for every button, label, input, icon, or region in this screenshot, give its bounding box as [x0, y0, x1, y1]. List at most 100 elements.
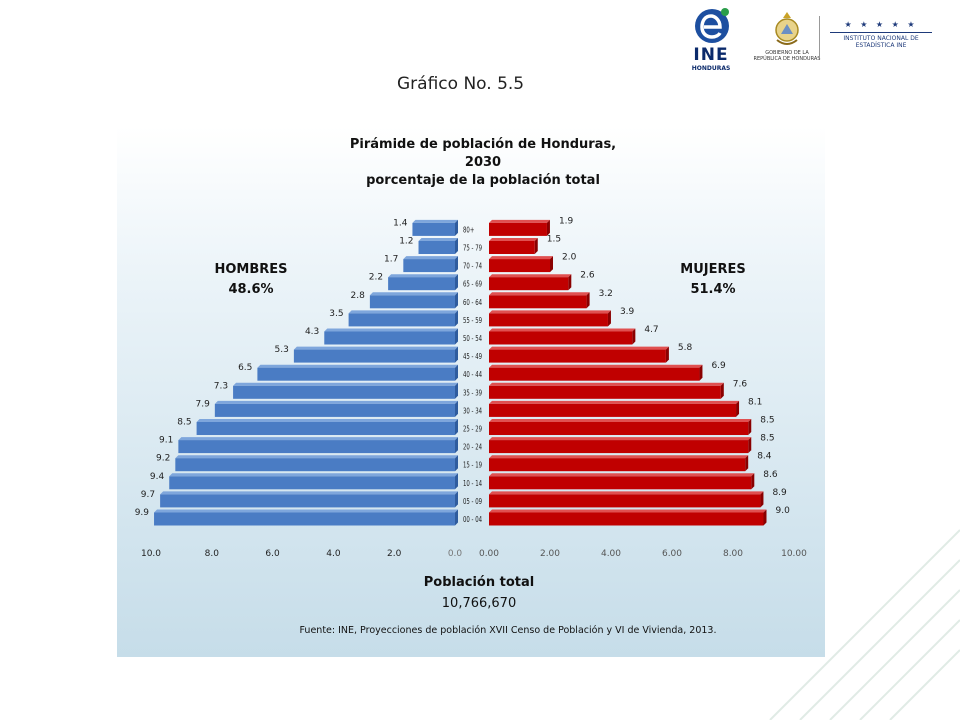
men-bar — [293, 349, 455, 363]
women-bar — [489, 367, 700, 381]
age-group-label: 00 - 04 — [463, 515, 482, 524]
women-bar-side — [751, 473, 755, 490]
logo-divider — [819, 16, 820, 58]
women-bar-top — [489, 328, 636, 332]
women-bar-side — [550, 256, 553, 273]
men-axis-tick: 2.0 — [387, 549, 402, 559]
women-bar-side — [546, 219, 550, 236]
men-value-label: 9.2 — [156, 454, 170, 464]
men-bar-top — [369, 292, 458, 296]
women-value-label: 8.9 — [772, 488, 787, 498]
women-value-label: 9.0 — [776, 506, 791, 516]
men-bar — [403, 259, 455, 273]
women-bar-side — [760, 491, 764, 508]
men-bar-top — [196, 419, 458, 422]
age-group-label: 25 - 29 — [463, 425, 482, 434]
men-bar-top — [412, 219, 458, 223]
women-value-label: 1.9 — [559, 216, 574, 226]
women-bar-side — [720, 382, 724, 399]
men-series-share: 48.6% — [228, 282, 273, 297]
men-bar — [160, 494, 455, 508]
women-bar — [489, 277, 569, 291]
men-bar — [412, 222, 455, 236]
men-bar-side — [455, 364, 458, 381]
men-bar-top — [418, 238, 458, 241]
men-value-label: 7.9 — [196, 399, 211, 409]
women-bar-side — [586, 292, 590, 309]
women-value-label: 4.7 — [644, 325, 658, 335]
women-bar-top — [489, 310, 611, 314]
men-value-label: 1.4 — [393, 218, 408, 228]
men-axis-tick: 6.0 — [265, 549, 280, 559]
age-group-label: 65 - 69 — [463, 280, 482, 289]
men-bar-top — [169, 473, 459, 477]
women-bar — [489, 241, 535, 254]
source-note: Fuente: INE, Proyecciones de población X… — [299, 625, 716, 636]
women-bar — [489, 403, 737, 417]
ine-logo-text: INE — [693, 45, 729, 65]
age-group-label: 50 - 54 — [463, 334, 482, 343]
women-axis-tick: 8.00 — [723, 549, 743, 559]
men-value-label: 8.5 — [177, 418, 191, 428]
women-bar-side — [632, 328, 636, 345]
women-value-label: 2.0 — [562, 253, 577, 263]
women-bar — [489, 494, 761, 508]
men-bar — [233, 385, 455, 399]
men-bar-side — [455, 473, 458, 490]
age-group-label: 30 - 34 — [463, 407, 482, 416]
men-bar — [214, 403, 455, 417]
men-value-label: 3.5 — [329, 309, 343, 319]
women-axis-tick: 6.00 — [662, 549, 682, 559]
men-bar-top — [257, 364, 458, 368]
women-bar — [489, 313, 608, 327]
women-bar-side — [568, 274, 572, 291]
women-bar-top — [489, 491, 764, 495]
men-bar-side — [455, 400, 458, 417]
women-value-label: 8.5 — [760, 434, 774, 444]
slide-title: Gráfico No. 5.5 — [397, 74, 525, 94]
men-bar-side — [455, 328, 458, 345]
women-bar — [489, 349, 666, 363]
men-bar-top — [178, 437, 459, 441]
women-axis-tick: 10.00 — [781, 549, 807, 559]
men-axis-tick: 4.0 — [326, 549, 341, 559]
women-bar — [489, 476, 752, 490]
gobierno-logo-text: GOBIERNO DE LA REPÚBLICA DE HONDURAS — [753, 50, 821, 62]
men-bar — [178, 440, 456, 454]
men-value-label: 7.3 — [214, 381, 228, 391]
women-value-label: 1.5 — [547, 235, 561, 245]
women-bar-top — [489, 419, 752, 422]
age-group-label: 05 - 09 — [463, 497, 482, 506]
women-value-label: 3.2 — [599, 289, 613, 299]
women-value-label: 8.5 — [760, 416, 774, 426]
age-group-label: 80+ — [463, 226, 474, 235]
men-bar-side — [455, 491, 458, 508]
women-bar-side — [534, 238, 538, 254]
men-bar — [418, 241, 455, 254]
women-bar-top — [489, 256, 553, 260]
women-bar — [489, 512, 764, 526]
men-bar-top — [154, 509, 458, 513]
age-group-label: 15 - 19 — [463, 461, 482, 470]
men-value-label: 9.4 — [150, 472, 165, 482]
men-bar — [369, 295, 455, 309]
men-value-label: 9.1 — [159, 436, 173, 446]
men-bar — [169, 476, 456, 490]
men-bar-top — [324, 328, 458, 332]
women-bar-top — [489, 473, 755, 477]
men-value-label: 9.7 — [141, 490, 155, 500]
women-bar-top — [489, 455, 749, 459]
women-axis-tick: 4.00 — [601, 549, 621, 559]
women-bar-top — [489, 219, 550, 223]
women-bar-side — [763, 509, 767, 526]
men-bar-side — [455, 292, 458, 309]
women-bar-top — [489, 437, 752, 441]
men-bar-side — [455, 382, 458, 399]
women-bar-side — [748, 437, 752, 454]
chart-panel: Pirámide de población de Honduras, 2030 po… — [117, 126, 825, 657]
men-bar-top — [388, 274, 458, 278]
men-bar — [388, 277, 455, 291]
men-bar-side — [455, 238, 458, 254]
women-bar — [489, 295, 587, 309]
women-bar-top — [489, 274, 572, 278]
